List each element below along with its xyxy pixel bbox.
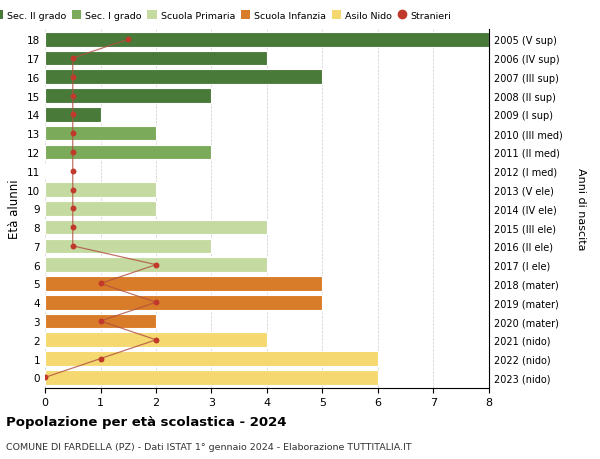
Point <box>124 36 133 44</box>
Bar <box>45 295 323 310</box>
Point <box>151 299 161 306</box>
Bar <box>45 89 211 104</box>
Point <box>68 168 77 175</box>
Point <box>68 55 77 62</box>
Bar <box>45 70 323 85</box>
Point <box>96 318 106 325</box>
Point <box>68 243 77 250</box>
Bar <box>45 183 156 197</box>
Point <box>68 149 77 156</box>
Bar <box>45 239 211 254</box>
Y-axis label: Anni di nascita: Anni di nascita <box>577 168 587 250</box>
Point <box>96 280 106 287</box>
Bar <box>45 51 267 66</box>
Bar <box>45 146 211 160</box>
Bar <box>45 370 378 385</box>
Bar <box>45 127 156 141</box>
Legend: Sec. II grado, Sec. I grado, Scuola Primaria, Scuola Infanzia, Asilo Nido, Stran: Sec. II grado, Sec. I grado, Scuola Prim… <box>0 8 455 25</box>
Point <box>68 186 77 194</box>
Bar <box>45 276 323 291</box>
Point <box>40 374 50 381</box>
Bar <box>45 314 156 329</box>
Bar <box>45 352 378 366</box>
Point <box>68 74 77 81</box>
Point <box>68 93 77 100</box>
Point <box>68 112 77 119</box>
Bar <box>45 33 489 47</box>
Point <box>96 355 106 363</box>
Point <box>68 130 77 138</box>
Point <box>68 224 77 231</box>
Bar <box>45 220 267 235</box>
Y-axis label: Età alunni: Età alunni <box>8 179 22 239</box>
Bar <box>45 108 101 123</box>
Text: Popolazione per età scolastica - 2024: Popolazione per età scolastica - 2024 <box>6 415 287 428</box>
Bar <box>45 202 156 216</box>
Text: COMUNE DI FARDELLA (PZ) - Dati ISTAT 1° gennaio 2024 - Elaborazione TUTTITALIA.I: COMUNE DI FARDELLA (PZ) - Dati ISTAT 1° … <box>6 442 412 451</box>
Point <box>151 262 161 269</box>
Bar <box>45 258 267 272</box>
Bar <box>45 333 267 347</box>
Point <box>151 336 161 344</box>
Point <box>68 205 77 213</box>
